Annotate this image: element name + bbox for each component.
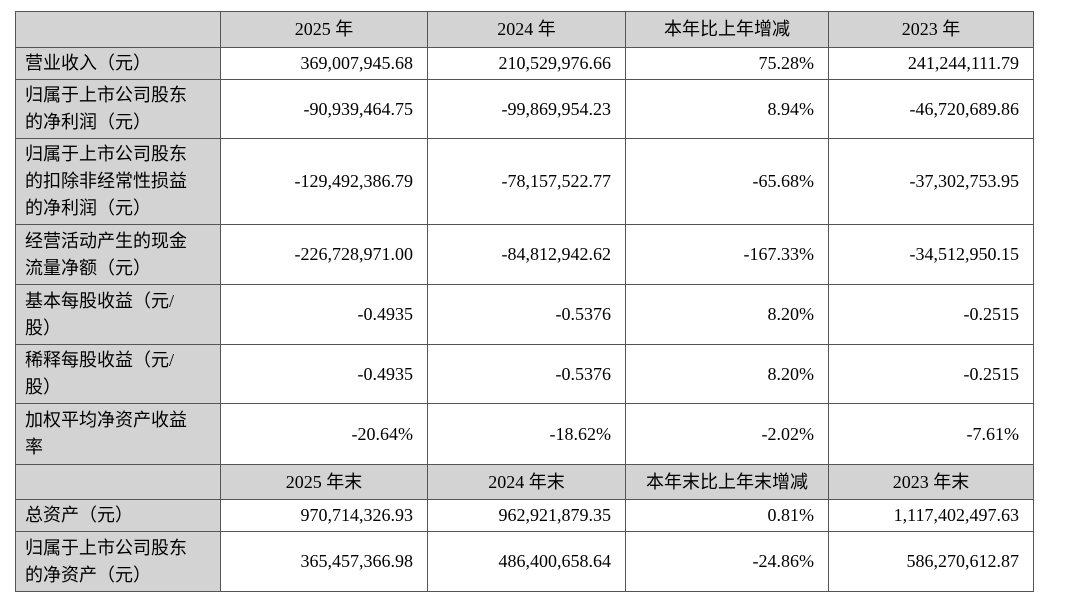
header-cell-2023: 2023 年 xyxy=(828,11,1034,48)
header-cell-blank xyxy=(15,11,221,48)
value-cell-2025: -0.4935 xyxy=(220,284,428,345)
value-cell-2025: -20.64% xyxy=(220,403,428,465)
value-cell-2024: -78,157,522.77 xyxy=(427,138,626,225)
table-row-basic-eps: 基本每股收益（元/股） -0.4935 -0.5376 8.20% -0.251… xyxy=(15,284,1034,345)
value-cell-change: 75.28% xyxy=(625,47,829,80)
value-cell-change: -24.86% xyxy=(625,531,829,592)
value-cell-change: 8.20% xyxy=(625,284,829,345)
value-cell-2024: 962,921,879.35 xyxy=(427,499,626,532)
financial-report-page: 2025 年 2024 年 本年比上年增减 2023 年 营业收入（元） 369… xyxy=(0,11,1080,605)
value-cell-change: 8.20% xyxy=(625,344,829,404)
table-row-revenue: 营业收入（元） 369,007,945.68 210,529,976.66 75… xyxy=(15,47,1034,80)
header-cell-2024: 2024 年 xyxy=(427,11,626,48)
header-cell-2025: 2025 年 xyxy=(220,11,428,48)
row-label-cell: 经营活动产生的现金流量净额（元） xyxy=(15,224,221,285)
header-cell-2024-end: 2024 年末 xyxy=(427,464,626,500)
header-cell-2023-end: 2023 年末 xyxy=(828,464,1034,500)
value-cell-change: -65.68% xyxy=(625,138,829,225)
row-label-cell: 基本每股收益（元/股） xyxy=(15,284,221,345)
value-cell-2025: 365,457,366.98 xyxy=(220,531,428,592)
row-label-cell: 稀释每股收益（元/股） xyxy=(15,344,221,404)
value-cell-2024: -99,869,954.23 xyxy=(427,79,626,139)
value-cell-2023: 586,270,612.87 xyxy=(828,531,1034,592)
value-cell-2025: 369,007,945.68 xyxy=(220,47,428,80)
table-header-row-year-end: 2025 年末 2024 年末 本年末比上年末增减 2023 年末 xyxy=(15,464,1034,500)
table-row-total-assets: 总资产（元） 970,714,326.93 962,921,879.35 0.8… xyxy=(15,499,1034,532)
header-cell-2025-end: 2025 年末 xyxy=(220,464,428,500)
value-cell-2025: -0.4935 xyxy=(220,344,428,404)
value-cell-change: 0.81% xyxy=(625,499,829,532)
value-cell-2023: -37,302,753.95 xyxy=(828,138,1034,225)
header-cell-yoy-change: 本年比上年增减 xyxy=(625,11,829,48)
table-row-net-profit-excl-nonrecurring: 归属于上市公司股东的扣除非经常性损益的净利润（元） -129,492,386.7… xyxy=(15,138,1034,225)
value-cell-2023: 1,117,402,497.63 xyxy=(828,499,1034,532)
table-row-net-profit: 归属于上市公司股东的净利润（元） -90,939,464.75 -99,869,… xyxy=(15,79,1034,139)
value-cell-2025: 970,714,326.93 xyxy=(220,499,428,532)
row-label-cell: 营业收入（元） xyxy=(15,47,221,80)
table-row-operating-cash-flow: 经营活动产生的现金流量净额（元） -226,728,971.00 -84,812… xyxy=(15,224,1034,285)
value-cell-2023: 241,244,111.79 xyxy=(828,47,1034,80)
row-label-cell: 归属于上市公司股东的净利润（元） xyxy=(15,79,221,139)
value-cell-2025: -129,492,386.79 xyxy=(220,138,428,225)
table-row-net-assets: 归属于上市公司股东的净资产（元） 365,457,366.98 486,400,… xyxy=(15,531,1034,592)
value-cell-2023: -0.2515 xyxy=(828,344,1034,404)
value-cell-2024: 210,529,976.66 xyxy=(427,47,626,80)
value-cell-2025: -90,939,464.75 xyxy=(220,79,428,139)
value-cell-2023: -7.61% xyxy=(828,403,1034,465)
financial-summary-table: 2025 年 2024 年 本年比上年增减 2023 年 营业收入（元） 369… xyxy=(15,11,1034,592)
row-label-cell: 总资产（元） xyxy=(15,499,221,532)
value-cell-2023: -0.2515 xyxy=(828,284,1034,345)
table-row-weighted-avg-roe: 加权平均净资产收益率 -20.64% -18.62% -2.02% -7.61% xyxy=(15,403,1034,465)
value-cell-2023: -46,720,689.86 xyxy=(828,79,1034,139)
row-label-cell: 加权平均净资产收益率 xyxy=(15,403,221,465)
value-cell-change: 8.94% xyxy=(625,79,829,139)
value-cell-change: -2.02% xyxy=(625,403,829,465)
table-row-diluted-eps: 稀释每股收益（元/股） -0.4935 -0.5376 8.20% -0.251… xyxy=(15,344,1034,404)
table-header-row-annual: 2025 年 2024 年 本年比上年增减 2023 年 xyxy=(15,11,1034,48)
value-cell-2024: -84,812,942.62 xyxy=(427,224,626,285)
header-cell-blank xyxy=(15,464,221,500)
value-cell-2024: -0.5376 xyxy=(427,344,626,404)
value-cell-2024: -18.62% xyxy=(427,403,626,465)
value-cell-2023: -34,512,950.15 xyxy=(828,224,1034,285)
value-cell-2024: 486,400,658.64 xyxy=(427,531,626,592)
header-cell-year-end-change: 本年末比上年末增减 xyxy=(625,464,829,500)
row-label-cell: 归属于上市公司股东的扣除非经常性损益的净利润（元） xyxy=(15,138,221,225)
row-label-cell: 归属于上市公司股东的净资产（元） xyxy=(15,531,221,592)
value-cell-2025: -226,728,971.00 xyxy=(220,224,428,285)
value-cell-2024: -0.5376 xyxy=(427,284,626,345)
value-cell-change: -167.33% xyxy=(625,224,829,285)
